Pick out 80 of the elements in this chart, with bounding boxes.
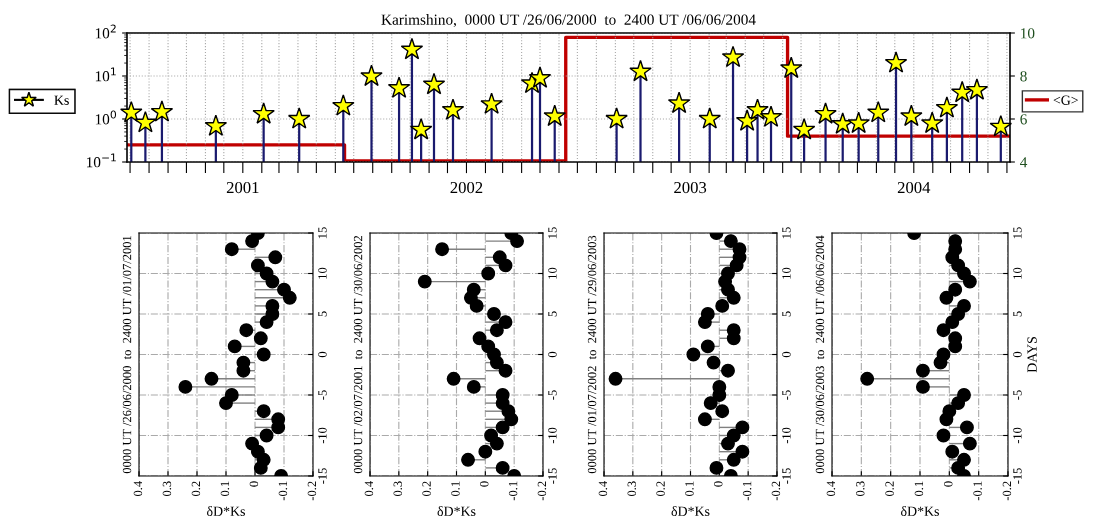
y-tick-label: -15 [1013, 468, 1022, 484]
x-tick-label: 0 [714, 481, 723, 487]
y-tick-label: -5 [318, 390, 327, 400]
y2-tick-label: 10 [1021, 28, 1035, 39]
y-tick-label: 5 [782, 311, 791, 317]
x-tick-label: 0 [944, 481, 953, 487]
y-tick-label: 0 [548, 351, 557, 358]
x-tick-label: -0.2 [307, 481, 317, 501]
x-tick-label: 0.2 [422, 481, 431, 497]
x-tick-label: 2001 [226, 181, 259, 194]
y-tick-label: -10 [548, 427, 557, 444]
x-tick-label: 2003 [674, 181, 707, 194]
legend-label: Ks [54, 95, 69, 105]
y-tick-label: 10 [1013, 267, 1022, 279]
x-tick-label: 2004 [897, 181, 931, 194]
y-tick-label: -10 [1013, 427, 1022, 444]
x-tick-label: -0.1 [278, 481, 288, 501]
x-tick-label: 0.4 [133, 481, 143, 497]
y-tick-label: -5 [1013, 390, 1022, 400]
y-axis-title: DAYS [1027, 337, 1037, 373]
y-tick-label: 5 [1013, 311, 1022, 317]
y-tick-label: -15 [318, 468, 327, 484]
chart-title: Karimshino, 0000 UT /26/06/2000 to 2400 UT /06/06/2004 [381, 14, 756, 28]
y2-tick-label: 8 [1020, 71, 1027, 82]
y2-tick-label: 4 [1020, 157, 1028, 168]
y-tick-label: 15 [548, 227, 557, 239]
y-tick-label: 0 [1013, 351, 1022, 358]
x-tick-label: 0.2 [656, 481, 665, 497]
x-tick-label: 0 [480, 481, 489, 487]
x-tick-label: 0 [249, 481, 259, 487]
y-tick-label: 10$^{−1}$ [87, 153, 116, 168]
x-tick-label: 0.3 [856, 481, 865, 497]
text: 0000 UT /01/07/2002 to 2400 UT /29/06/2003 [587, 235, 597, 474]
y-tick-label: 15 [782, 227, 791, 239]
x-tick-label: 0.4 [364, 481, 374, 497]
y-tick-label: 0 [782, 351, 791, 358]
y-tick-label: 15 [318, 227, 327, 239]
y-tick-label: 5 [318, 311, 327, 317]
x-tick-label: -0.2 [1002, 481, 1012, 501]
x-tick-label: 0.3 [162, 481, 172, 497]
x-tick-label: 2002 [450, 181, 483, 194]
y-tick-label: 5 [548, 311, 557, 317]
x-tick-label: 0.3 [393, 481, 403, 497]
y-tick-label: -10 [318, 427, 327, 444]
x-axis-title: δD*Ks [207, 506, 245, 516]
y-tick-label: -10 [782, 427, 791, 444]
x-tick-label: 0.2 [885, 481, 894, 497]
x-axis-title: δD*Ks [671, 506, 710, 516]
text: 0000 UT /30/06/2003 to 2400 UT /06/06/2004 [815, 235, 825, 474]
x-tick-label: 0.3 [627, 481, 637, 497]
legend-label: <G> [1053, 95, 1078, 105]
x-tick-label: 0.1 [220, 481, 230, 497]
y-tick-label: 10 [318, 267, 327, 279]
x-tick-label: 0.1 [914, 481, 924, 497]
y-tick-label: 10$^{2}$ [95, 24, 116, 39]
text: 0000 UT /02/07/2001 to 2400 UT /30/06/2002 [353, 235, 363, 474]
x-tick-label: 0.1 [451, 481, 460, 497]
x-tick-label: -0.1 [742, 481, 752, 501]
y-tick-label: -15 [782, 468, 791, 484]
x-tick-label: -0.2 [771, 481, 781, 501]
x-axis-title: δD*Ks [437, 506, 476, 516]
x-tick-label: 0.4 [598, 481, 608, 497]
x-tick-label: 0.4 [826, 481, 836, 497]
x-tick-label: -0.1 [508, 481, 518, 501]
y-tick-label: -15 [548, 468, 557, 484]
y-tick-label: -5 [548, 390, 557, 400]
y-tick-label: 10$^{1}$ [95, 67, 116, 82]
x-tick-label: 0.1 [685, 481, 694, 497]
y-tick-label: 10$^{0}$ [95, 110, 117, 125]
text: 0000 UT /26/06/2000 to 2400 UT /01/07/2001 [122, 236, 132, 474]
x-tick-label: -0.1 [973, 481, 982, 501]
y-tick-label: 0 [318, 351, 327, 358]
x-tick-label: -0.2 [537, 481, 547, 501]
y-tick-label: 15 [1013, 227, 1022, 239]
x-tick-label: 0.2 [191, 481, 201, 497]
y2-tick-label: 6 [1020, 114, 1027, 125]
y-tick-label: 10 [548, 267, 557, 279]
x-axis-title: δD*Ks [901, 506, 939, 516]
y-tick-label: -5 [782, 390, 791, 400]
y-tick-label: 10 [782, 267, 791, 279]
